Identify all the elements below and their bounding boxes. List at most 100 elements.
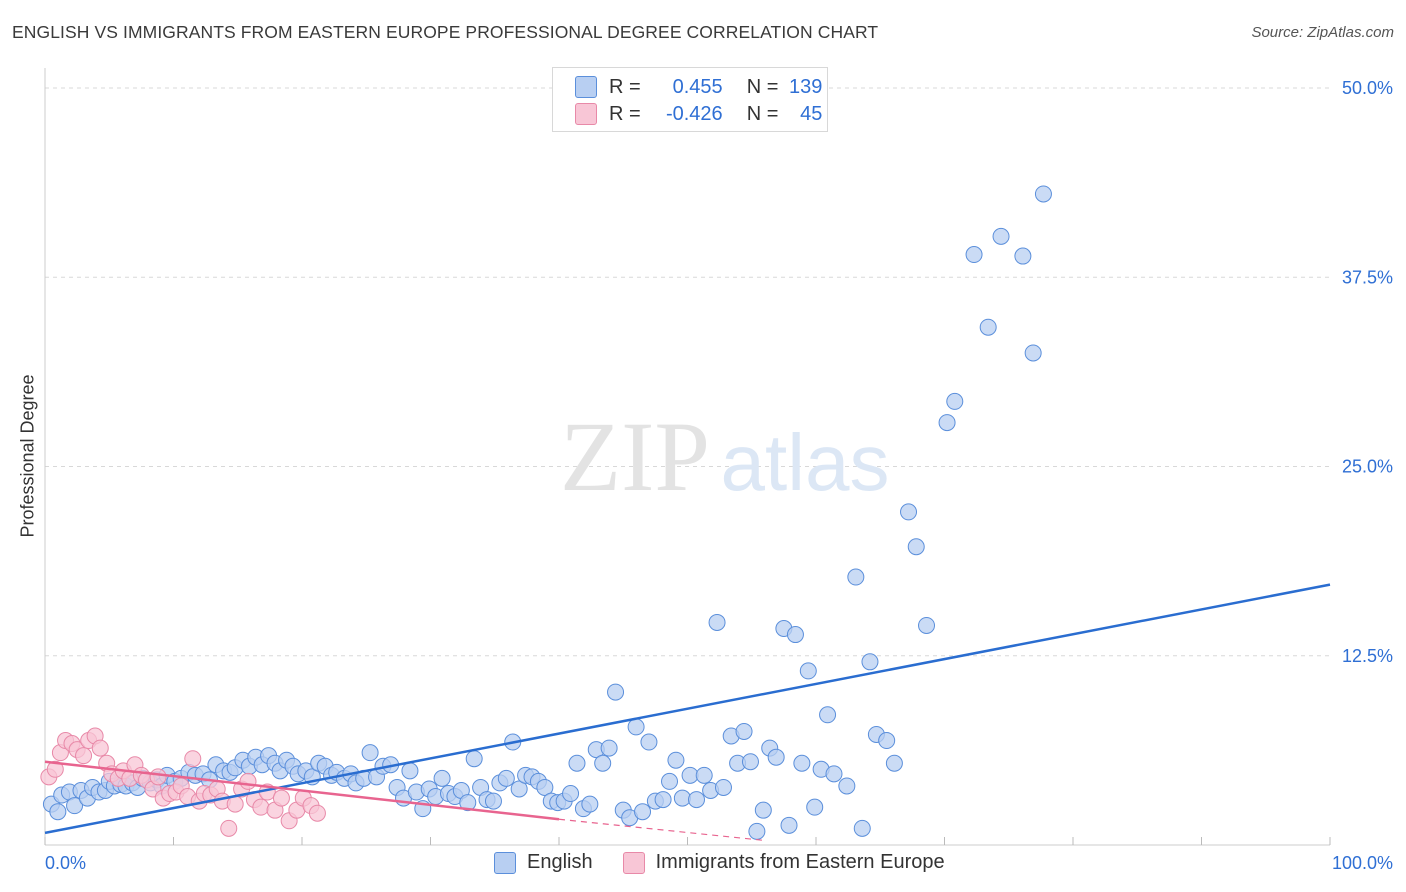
english-trend-line [44, 583, 1331, 835]
series-legend: English Immigrants from Eastern Europe [494, 851, 975, 874]
watermark-atlas: atlas [721, 418, 890, 507]
english-point [695, 766, 713, 784]
x-tick-label-max: 100.0% [1332, 853, 1393, 873]
english-point [594, 754, 612, 772]
legend-row-immigrants: R = -0.426 N = 45 [575, 101, 822, 127]
legend-r-label: R = [609, 102, 641, 125]
english-point [741, 753, 759, 771]
english-point [786, 626, 804, 644]
immigrants-point [252, 798, 270, 816]
english-point [1024, 344, 1042, 362]
english-point [600, 739, 618, 757]
english-point [433, 769, 451, 787]
english-point [581, 795, 599, 813]
english-point [465, 750, 483, 768]
immigrants-point [91, 739, 109, 757]
watermark-zip: ZIP [560, 401, 710, 512]
english-point [459, 794, 477, 812]
x-tick-label-min: 0.0% [45, 853, 86, 873]
source-label: Source: ZipAtlas.com [1251, 24, 1394, 41]
immigrants-point [184, 750, 202, 768]
grid-lines [45, 87, 1330, 657]
series-label-english: English [527, 851, 593, 873]
y-tick-label: 12.5% [1342, 646, 1393, 666]
english-point [780, 816, 798, 834]
english-point [361, 744, 379, 762]
english-point [938, 414, 956, 432]
english-point [661, 772, 679, 790]
series-label-immigrants: Immigrants from Eastern Europe [655, 851, 945, 873]
legend-row-english: R = 0.455 N = 139 [575, 74, 822, 100]
english-point [838, 777, 856, 795]
english-point [687, 791, 705, 809]
english-point [627, 718, 645, 736]
english-point [799, 662, 817, 680]
immigrants-point [46, 760, 64, 778]
english-point [708, 613, 726, 631]
english-point [754, 801, 772, 819]
legend-n-label: N = [746, 75, 779, 98]
english-point [825, 765, 843, 783]
english-point [49, 803, 67, 821]
legend-swatch-immigrants [575, 103, 597, 125]
axes [44, 68, 1331, 846]
english-points [42, 185, 1052, 840]
english-point [918, 616, 936, 634]
english-point [497, 769, 515, 787]
series-legend-english[interactable]: English [494, 851, 593, 874]
stats-legend: R = 0.455 N = 139 R = -0.426 N = 45 [552, 67, 828, 132]
immigrants-points [40, 727, 326, 837]
english-point [900, 503, 918, 521]
immigrants-point [308, 804, 326, 822]
english-point [979, 318, 997, 336]
y-tick-label: 25.0% [1342, 457, 1393, 477]
english-point [634, 803, 652, 821]
chart-title: ENGLISH VS IMMIGRANTS FROM EASTERN EUROP… [12, 22, 879, 42]
english-point [673, 789, 691, 807]
english-point [806, 798, 824, 816]
series-swatch-english [494, 851, 516, 874]
english-point [767, 748, 785, 766]
tick-labels: 12.5% 25.0% 37.5% 50.0% 0.0% 100.0% [45, 78, 1393, 873]
y-axis-label: Professional Degree [17, 374, 38, 538]
english-point [965, 246, 983, 264]
series-legend-immigrants[interactable]: Immigrants from Eastern Europe [622, 851, 945, 874]
legend-n-value: 45 [800, 102, 823, 125]
watermark: ZIP atlas [560, 401, 889, 512]
english-point [401, 762, 419, 780]
immigrants-point [149, 768, 167, 786]
english-point [1034, 185, 1052, 203]
english-point [853, 819, 871, 837]
english-point [793, 754, 811, 772]
english-point [640, 733, 658, 751]
legend-swatch-english [575, 76, 597, 98]
legend-n-label: N = [746, 102, 779, 125]
english-point [568, 754, 586, 772]
immigrants-point [226, 795, 244, 813]
english-point [992, 227, 1010, 245]
series-swatch-immigrants [622, 851, 645, 874]
legend-r-label: R = [609, 75, 641, 98]
english-point [510, 780, 528, 798]
immigrants-point [220, 819, 238, 837]
english-point [607, 683, 625, 701]
english-point [654, 791, 672, 809]
english-point [878, 732, 896, 750]
english-point [748, 822, 766, 840]
english-point [714, 778, 732, 796]
legend-r-value: 0.455 [672, 75, 723, 98]
english-point [536, 778, 554, 796]
y-tick-label: 50.0% [1342, 78, 1393, 98]
english-point [66, 797, 84, 815]
english-point [946, 392, 964, 410]
english-point [847, 568, 865, 586]
english-point [484, 792, 502, 810]
english-point [562, 785, 580, 803]
immigrants-point [272, 789, 290, 807]
immigrants-trend-line [44, 760, 560, 821]
immigrants-point [239, 772, 257, 790]
legend-r-value: -0.426 [665, 102, 723, 125]
english-point [681, 766, 699, 784]
english-point [885, 754, 903, 772]
